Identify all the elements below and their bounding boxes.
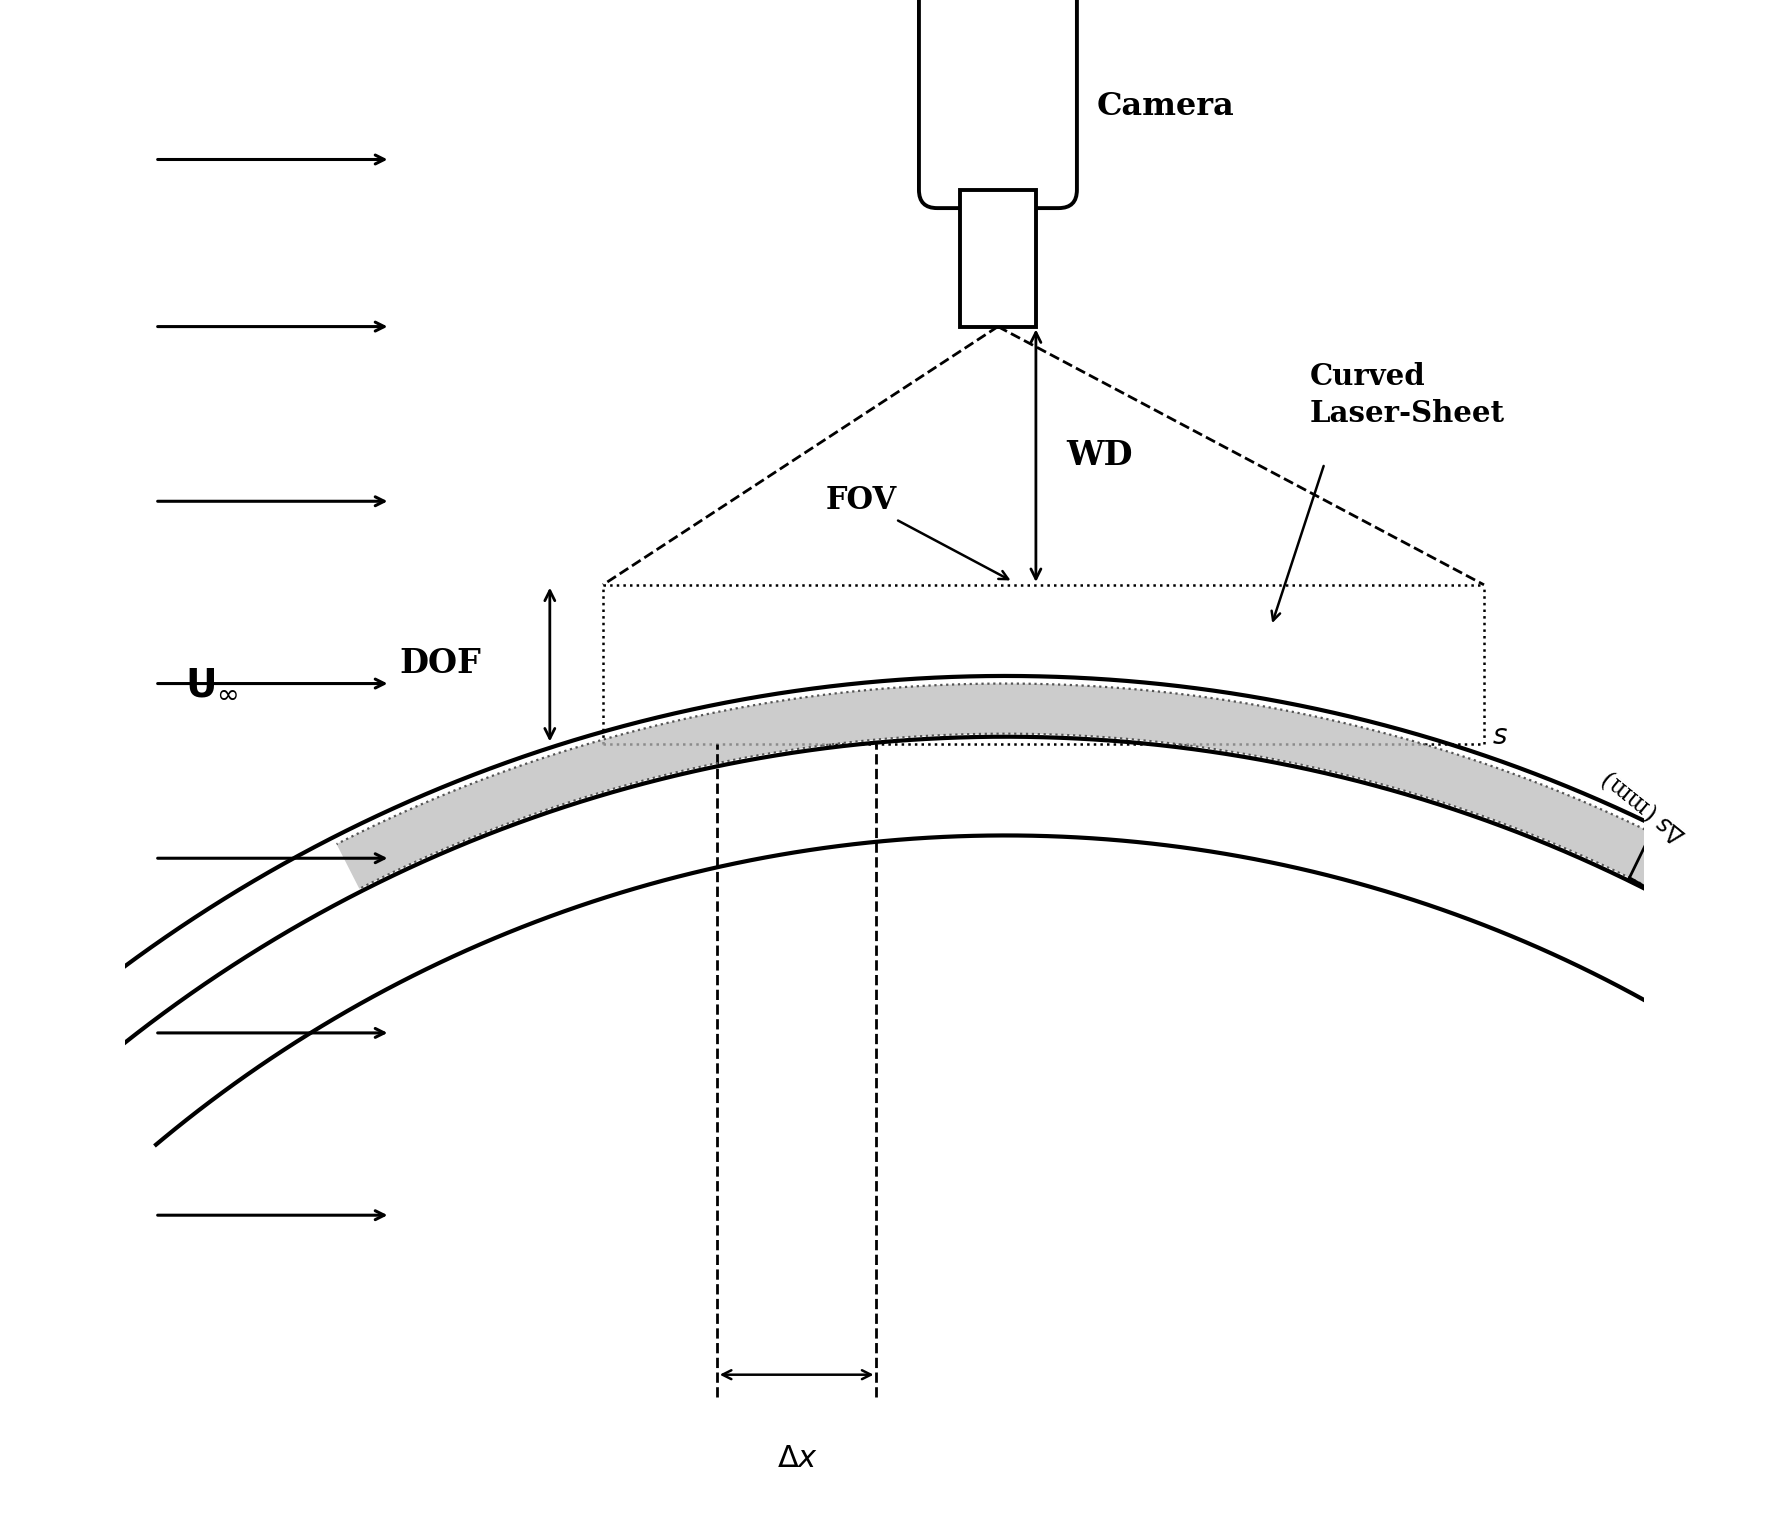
Text: $\mathbf{U}_\infty$: $\mathbf{U}_\infty$ bbox=[186, 664, 239, 703]
Bar bbox=[960, 190, 1036, 327]
Text: $\Delta x$: $\Delta x$ bbox=[776, 1443, 819, 1473]
Text: Camera: Camera bbox=[1096, 91, 1234, 122]
Text: $s$: $s$ bbox=[1492, 723, 1508, 750]
Text: FOV: FOV bbox=[826, 486, 1008, 579]
Text: $\Delta s$ (mm): $\Delta s$ (mm) bbox=[1598, 766, 1692, 849]
Text: DOF: DOF bbox=[400, 647, 481, 681]
Polygon shape bbox=[336, 684, 1768, 1021]
Text: Curved
Laser-Sheet: Curved Laser-Sheet bbox=[1310, 362, 1505, 428]
Text: WD: WD bbox=[1066, 439, 1133, 472]
FancyBboxPatch shape bbox=[919, 0, 1077, 208]
